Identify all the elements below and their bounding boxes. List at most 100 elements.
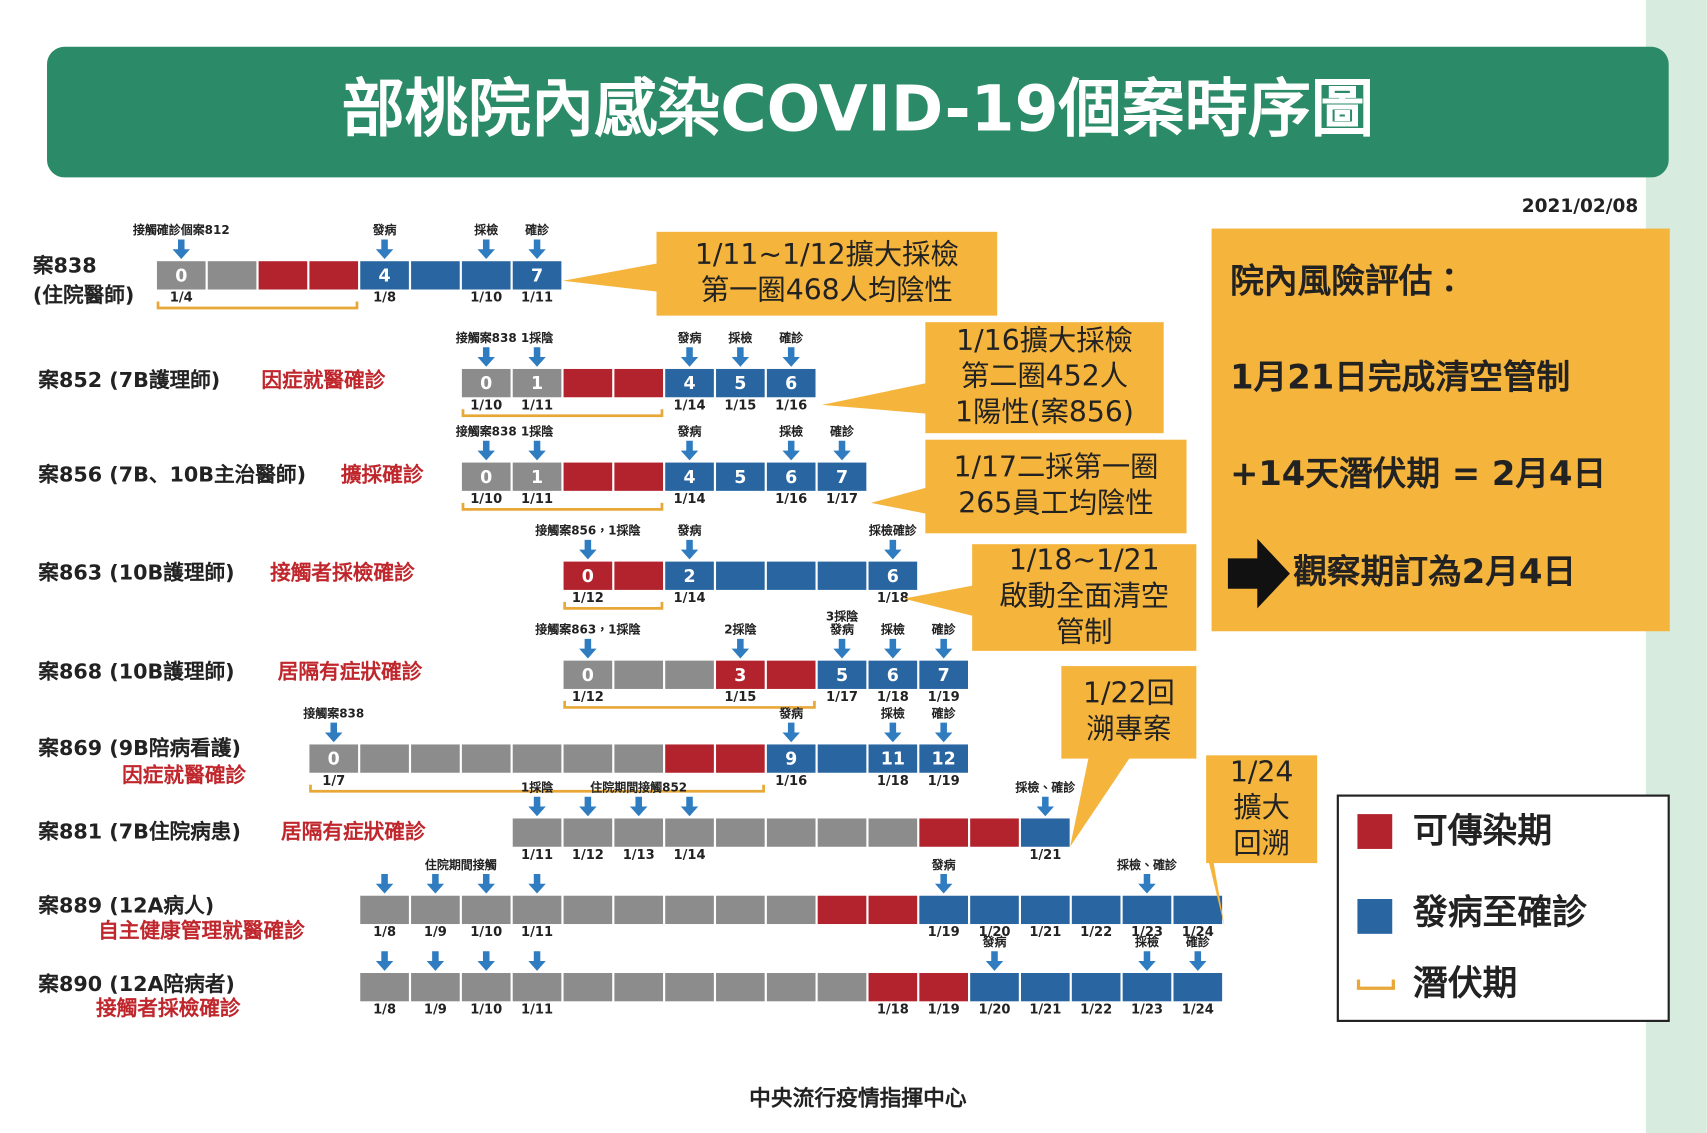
day-cell: [461, 261, 511, 290]
day-cell: [970, 973, 1019, 1002]
callout-pointer: [870, 487, 927, 514]
risk-line: +14天潛伏期 = 2月4日: [1230, 454, 1606, 493]
case-name: 案881 (7B住院病患): [38, 820, 241, 844]
date-label: 1/23: [1131, 1003, 1163, 1018]
day-cell: [716, 895, 765, 925]
legend-label: 可傳染期: [1413, 812, 1552, 852]
cell-number: 5: [734, 374, 746, 394]
date-label: 1/15: [724, 398, 756, 413]
event-arrow: [477, 951, 495, 971]
cell-number: 4: [379, 266, 391, 286]
event-label: 採檢: [474, 222, 498, 237]
event-arrow: [579, 638, 597, 659]
day-cell: [563, 368, 613, 398]
event-arrow: [477, 873, 495, 894]
event-label: 發病: [677, 523, 702, 538]
date-label: 1/12: [572, 591, 604, 606]
callout-box: [656, 231, 998, 316]
day-cell: [716, 462, 765, 491]
title: 部桃院內感染COVID-19個案時序圖: [342, 71, 1374, 145]
incubation-bracket: [461, 502, 664, 511]
day-cell: [716, 973, 765, 1002]
day-cell: [817, 744, 867, 773]
event-arrow: [426, 951, 445, 971]
footer: 中央流行疫情指揮中心: [749, 1085, 967, 1111]
date-label: 1/18: [877, 774, 909, 789]
day-cell: [970, 895, 1019, 925]
event-arrow: [528, 440, 546, 461]
event-label: 接觸案838: [456, 424, 517, 439]
date: 2021/02/08: [1522, 196, 1639, 217]
legend-label: 發病至確診: [1412, 893, 1587, 933]
event-arrow: [528, 873, 546, 894]
day-cell: [817, 462, 867, 491]
day-cell: [665, 660, 714, 689]
date-label: 1/11: [521, 848, 553, 863]
day-cell: [868, 660, 918, 689]
event-arrow: [680, 796, 699, 817]
day-cell: [512, 744, 562, 773]
title-bar: [47, 46, 1669, 178]
day-cell: [970, 818, 1019, 847]
date-label: 1/16: [775, 492, 807, 507]
day-cell: [411, 261, 460, 290]
event-arrow: [833, 638, 851, 659]
incubation-bracket: [563, 700, 816, 709]
event-label: 採檢確診: [869, 523, 918, 538]
day-cell: [461, 973, 511, 1002]
day-cell: [817, 561, 867, 590]
date-label: 1/10: [470, 925, 502, 940]
case-reason: 接觸者採檢確診: [270, 561, 415, 585]
day-cell: [309, 744, 359, 773]
day-cell: [766, 561, 816, 590]
day-cell: [1021, 973, 1070, 1002]
event-label: 採檢: [779, 424, 803, 439]
date-label: 1/10: [470, 492, 502, 507]
date-label: 1/12: [572, 690, 604, 705]
day-cell: [461, 744, 511, 773]
legend-swatch: [1357, 814, 1393, 849]
date-label: 1/14: [674, 591, 706, 606]
event-arrow: [528, 239, 546, 260]
event-label: 1採陰: [521, 779, 554, 794]
day-cell: [868, 973, 918, 1002]
case-reason: 自主健康管理就醫確診: [98, 919, 305, 943]
date-label: 1/7: [322, 774, 345, 789]
incubation-bracket: [156, 301, 359, 310]
day-cell: [563, 818, 613, 847]
risk-box: [1211, 228, 1670, 632]
date-label: 1/18: [877, 690, 909, 705]
date-label: 1/19: [928, 690, 960, 705]
day-cell: [360, 261, 409, 290]
legend-bracket: [1356, 979, 1395, 990]
legend-swatch: [1357, 898, 1393, 934]
event-label: 確診: [525, 222, 550, 237]
day-cell: [360, 744, 409, 773]
date-label: 1/10: [470, 1003, 502, 1018]
day-cell: [716, 561, 765, 590]
risk-line: 1月21日完成清空管制: [1230, 357, 1570, 396]
event-arrow: [934, 873, 953, 894]
day-cell: [411, 744, 460, 773]
day-cell: [716, 744, 765, 773]
date-label: 1/8: [373, 291, 396, 306]
event-arrow: [680, 347, 699, 367]
day-cell: [563, 744, 613, 773]
callout-pointer: [1070, 757, 1130, 847]
event-arrow: [477, 239, 495, 260]
day-cell: [665, 744, 714, 773]
event-label: 1採陰: [521, 424, 554, 439]
date-label: 1/23: [1131, 925, 1163, 940]
day-cell: [919, 973, 968, 1002]
event-arrow: [1189, 951, 1207, 971]
day-cell: [207, 261, 257, 290]
day-cell: [817, 973, 867, 1002]
callout-text: 1/22回: [1083, 676, 1175, 709]
event-label: 採檢: [881, 622, 905, 637]
event-label: 接觸案863，1採陰: [535, 622, 641, 637]
day-cell: [309, 261, 359, 290]
cell-number: 5: [836, 666, 848, 686]
event-label: 確診: [779, 330, 804, 345]
event-label: 接觸案856，1採陰: [535, 523, 641, 538]
